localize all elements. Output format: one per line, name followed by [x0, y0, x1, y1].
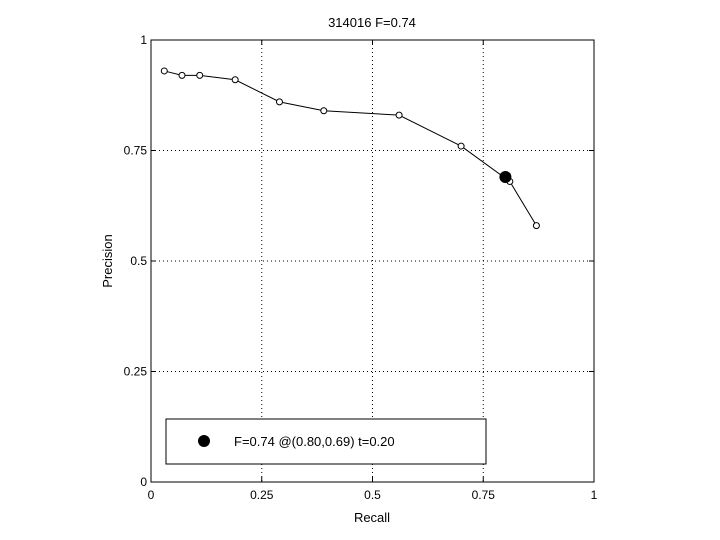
best-f-point	[499, 171, 512, 184]
y-tick-label: 1	[140, 33, 147, 47]
series-layer	[160, 67, 540, 230]
legend-marker-icon	[198, 435, 210, 447]
legend-box	[165, 418, 487, 465]
data-point	[160, 67, 168, 75]
y-tick-label: 0.5	[130, 254, 147, 268]
series-line	[164, 70, 537, 226]
data-point	[196, 71, 204, 79]
legend: F=0.74 @(0.80,0.69) t=0.20	[165, 418, 487, 465]
x-tick-label: 1	[591, 488, 598, 502]
y-axis-title: Precision	[100, 234, 115, 287]
legend-label: F=0.74 @(0.80,0.69) t=0.20	[234, 434, 395, 449]
data-point	[231, 76, 239, 84]
grid-lines	[151, 40, 594, 482]
x-tick-label: 0.5	[364, 488, 381, 502]
y-tick-label: 0.75	[124, 144, 148, 158]
y-tick-label: 0.25	[124, 365, 148, 379]
data-point	[275, 98, 283, 106]
data-point	[457, 142, 465, 150]
data-point	[178, 71, 186, 79]
chart-title: 314016 F=0.74	[328, 15, 416, 30]
x-axis-title: Recall	[354, 510, 390, 525]
x-tick-label: 0.25	[250, 488, 274, 502]
data-point	[532, 222, 540, 230]
x-tick-label: 0.75	[472, 488, 496, 502]
data-point	[395, 111, 403, 119]
y-tick-label: 0	[140, 475, 147, 489]
x-tick-label: 0	[148, 488, 155, 502]
axis-ticks: 0 0.25 0.5 0.75 1 0 0.25 0.5 0.75 1	[124, 33, 598, 502]
data-point	[320, 107, 328, 115]
